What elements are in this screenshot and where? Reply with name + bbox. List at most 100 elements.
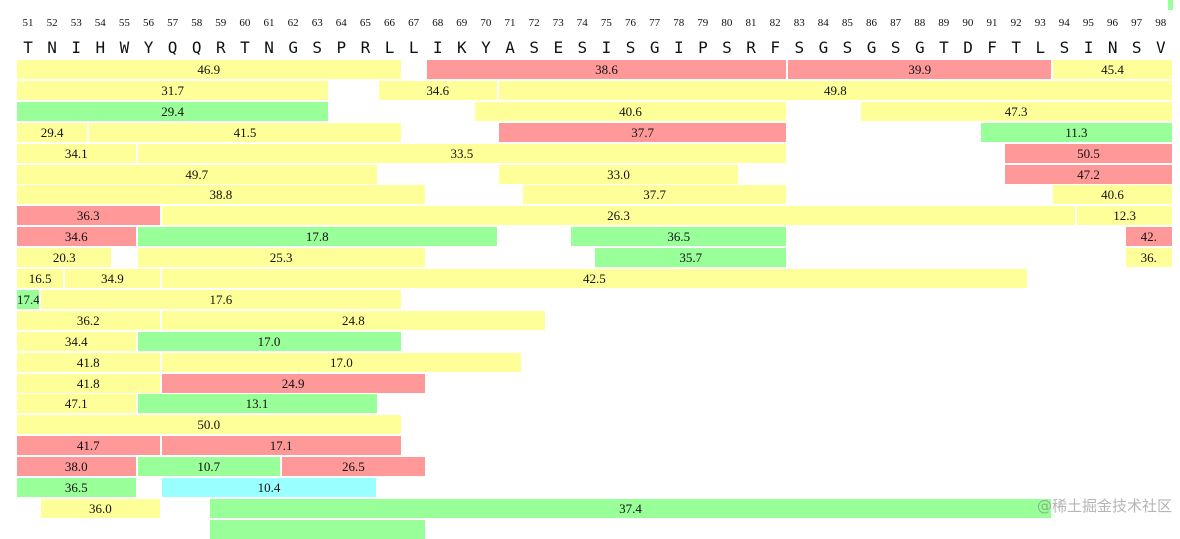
position-number: 88 — [914, 17, 926, 29]
peptide-segment: 12.3 — [1077, 206, 1172, 226]
position-number: 55 — [118, 17, 130, 29]
peptide-segment: 33.0 — [499, 164, 738, 184]
peptide-segment: 42.5 — [161, 269, 1028, 288]
position-number: 81 — [745, 17, 757, 29]
peptide-segment: 34.6 — [17, 227, 136, 247]
position-number: 61 — [263, 17, 275, 29]
position-number: 72 — [528, 17, 540, 29]
peptide-segment: 17.1 — [161, 436, 401, 456]
position-number: 76 — [625, 17, 636, 29]
position-number: 77 — [649, 17, 661, 29]
peptide-segment: 46.9 — [17, 60, 401, 79]
peptide-segment: 24.9 — [161, 373, 425, 393]
peptide-segment: 36.0 — [41, 498, 160, 518]
position-number: 74 — [576, 17, 588, 29]
position-number: 70 — [480, 17, 492, 29]
position-number: 59 — [215, 17, 227, 29]
position-number: 80 — [721, 17, 733, 29]
peptide-segment: 40.6 — [1053, 185, 1172, 205]
position-number: 62 — [287, 17, 299, 29]
position-number: 84 — [817, 17, 829, 29]
peptide-segment: 20.3 — [17, 248, 112, 268]
peptide-segment: 37.4 — [209, 498, 1052, 518]
position-number: 87 — [890, 17, 902, 29]
peptide-segment: 17.0 — [161, 352, 522, 372]
peptide-segment: 11.3 — [981, 122, 1172, 142]
peptide-segment: 47.1 — [17, 394, 136, 414]
peptide-segment: 16.5 — [17, 269, 64, 288]
peptide-segment: 35.7 — [595, 248, 787, 268]
peptide-segment: 13.1 — [137, 394, 377, 414]
position-number: 82 — [769, 17, 781, 29]
peptide-segment: 26.3 — [161, 206, 1076, 226]
position-number: 66 — [384, 17, 395, 29]
position-number: 78 — [673, 17, 685, 29]
position-number: 90 — [962, 17, 974, 29]
peptide-segment: 38.6 — [426, 60, 787, 79]
peptide-segment: 42. — [1125, 227, 1172, 247]
peptide-segment: 37.7 — [499, 122, 787, 142]
position-number: 91 — [986, 17, 998, 29]
residue-sequence: TNIHWYQQRTNGSPRLLIKYASESISGIPSRFSGSGSGTD… — [23, 38, 1180, 57]
position-number: 56 — [143, 17, 154, 29]
peptide-segment: 34.6 — [378, 80, 497, 100]
position-number: 58 — [191, 17, 203, 29]
position-number: 92 — [1010, 17, 1022, 29]
peptide-segment: 40.6 — [474, 101, 787, 121]
peptide-segment: 10.4 — [161, 478, 377, 497]
position-number: 67 — [408, 17, 420, 29]
peptide-segment: 47.3 — [860, 101, 1172, 121]
position-number: 64 — [335, 17, 347, 29]
peptide-segment: 17.4 — [17, 289, 40, 309]
position-number: 68 — [432, 17, 444, 29]
peptide-segment: 38.0 — [17, 457, 136, 477]
position-number: 96 — [1107, 17, 1118, 29]
peptide-segment: 41.5 — [89, 122, 401, 142]
position-number: 54 — [94, 17, 106, 29]
peptide-segment: 50.5 — [1005, 143, 1172, 163]
peptide-segment: 39.9 — [788, 60, 1052, 79]
position-number: 79 — [697, 17, 709, 29]
corner-marker — [1168, 0, 1173, 10]
position-number: 98 — [1155, 17, 1167, 29]
peptide-segment: 26.5 — [282, 457, 425, 477]
peptide-segment: 10.7 — [137, 457, 281, 477]
peptide-segment: 45.4 — [1053, 60, 1172, 79]
position-number: 95 — [1082, 17, 1094, 29]
position-number: 86 — [866, 17, 877, 29]
position-number: 97 — [1131, 17, 1143, 29]
peptide-segment: 34.9 — [65, 269, 160, 288]
peptide-segment: 34.1 — [17, 143, 136, 163]
position-number: 63 — [311, 17, 323, 29]
position-number: 57 — [167, 17, 179, 29]
position-number: 51 — [22, 17, 34, 29]
position-number: 85 — [841, 17, 853, 29]
peptide-segment: 47.2 — [1005, 164, 1172, 184]
peptide-segment: 17.6 — [41, 289, 401, 309]
peptide-segment: 38.8 — [17, 185, 425, 205]
peptide-segment: 34.4 — [17, 331, 136, 351]
position-number: 93 — [1034, 17, 1046, 29]
peptide-segment: 36.5 — [571, 227, 787, 247]
position-number: 52 — [46, 17, 58, 29]
position-number: 65 — [359, 17, 371, 29]
peptide-segment: 49.7 — [17, 164, 377, 184]
position-number: 53 — [70, 17, 82, 29]
peptide-segment: 36.3 — [17, 206, 160, 226]
peptide-segment: 41.7 — [17, 436, 160, 456]
position-number: 89 — [938, 17, 950, 29]
position-number: 94 — [1058, 17, 1070, 29]
position-number: 73 — [552, 17, 564, 29]
peptide-segment: 41.8 — [17, 373, 160, 393]
peptide-segment: 29.4 — [17, 122, 88, 142]
peptide-segment — [209, 519, 425, 539]
position-number: 69 — [456, 17, 468, 29]
peptide-segment: 37.7 — [523, 185, 787, 205]
peptide-segment: 50.0 — [17, 415, 401, 435]
watermark: @稀土掘金技术社区 — [1036, 497, 1172, 515]
peptide-segment: 25.3 — [137, 248, 425, 268]
peptide-segment: 29.4 — [17, 101, 329, 121]
peptide-segment: 24.8 — [161, 310, 546, 330]
peptide-segment: 33.5 — [137, 143, 787, 163]
peptide-segment: 36.2 — [17, 310, 160, 330]
